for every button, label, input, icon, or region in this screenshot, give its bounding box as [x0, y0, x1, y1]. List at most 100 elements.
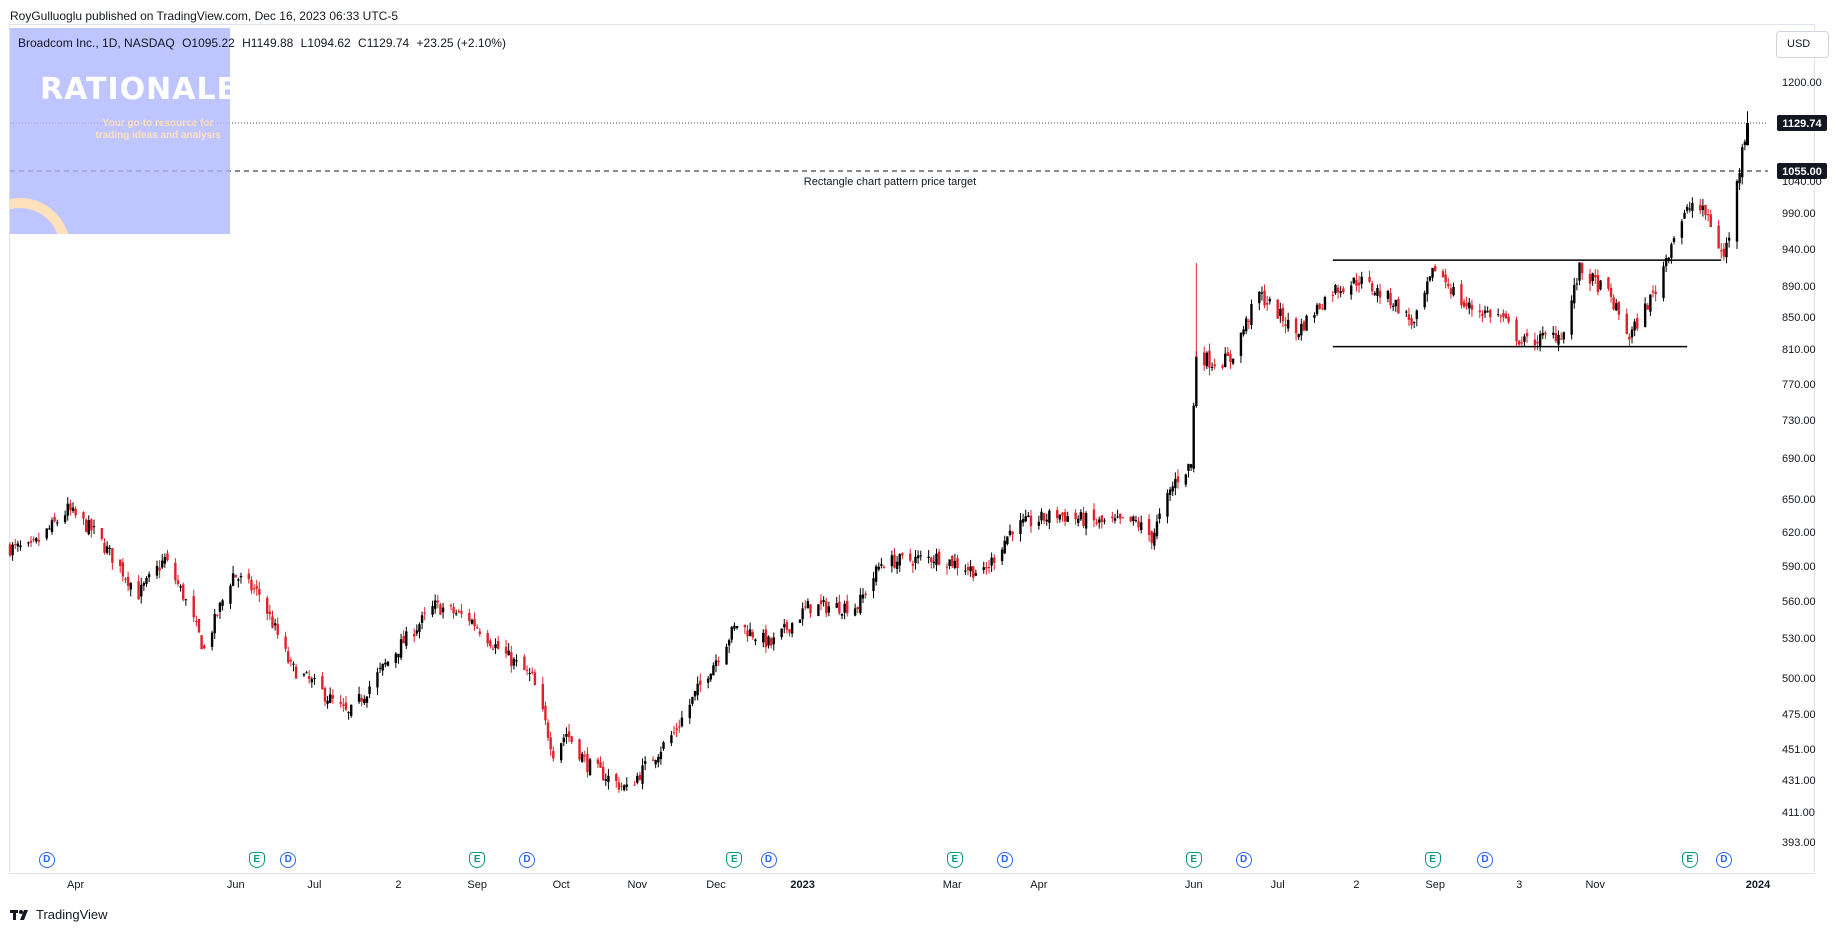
candle-body [494, 644, 497, 649]
candle-body [1452, 286, 1455, 296]
y-tick-label: 620.00 [1782, 527, 1816, 539]
tradingview-brand[interactable]: TradingView [10, 907, 108, 922]
candle-body [890, 555, 894, 567]
candle-body [478, 631, 482, 635]
candle-body [284, 636, 287, 649]
candle-body [1609, 287, 1613, 297]
candle-body [523, 656, 526, 671]
candle-body [1061, 512, 1064, 516]
candle-body [203, 645, 206, 649]
candle-body [1284, 324, 1287, 326]
candle-body [397, 653, 400, 658]
candle-body [607, 775, 610, 783]
candle-body [1376, 287, 1379, 296]
candle-body [63, 515, 67, 523]
candle-body [762, 632, 765, 643]
candle-body [1168, 489, 1172, 495]
candle-body [846, 600, 849, 614]
candle-body [599, 762, 602, 768]
dividend-badge[interactable]: D [996, 852, 1013, 868]
candle-body [1352, 277, 1356, 284]
candle-body [56, 522, 59, 524]
candle-body [515, 660, 518, 662]
dividend-badge[interactable]: D [1235, 852, 1252, 868]
chart-frame [9, 24, 1815, 874]
candle-body [1349, 285, 1353, 295]
candle-body [1360, 276, 1363, 284]
candle-body [1208, 350, 1211, 368]
earnings-badge[interactable]: E [1681, 852, 1698, 868]
earnings-badge[interactable]: E [469, 852, 486, 868]
candle-body [893, 554, 896, 568]
candle-body [87, 520, 90, 535]
candle-body [449, 605, 453, 607]
candle-body [1205, 352, 1209, 367]
candle-body [1313, 315, 1316, 318]
candle-body [785, 622, 789, 630]
candle-body [1523, 336, 1526, 342]
candle-body [470, 619, 474, 624]
price-axis[interactable]: 393.00 411.00 431.00 451.00 475.00 500.00 530.… [1782, 77, 1822, 849]
candle-body [533, 672, 537, 686]
candle-body [1541, 332, 1544, 336]
candle-body [835, 603, 838, 608]
candle-body [809, 604, 812, 614]
earnings-badge[interactable]: E [726, 852, 743, 868]
candle-body [386, 661, 390, 666]
candle-body [1525, 333, 1529, 337]
candle-body [378, 667, 382, 669]
earnings-badge[interactable]: E [1185, 852, 1202, 868]
candle-body [1268, 299, 1272, 302]
candle-body [454, 613, 458, 615]
dividend-badge[interactable]: D [280, 852, 297, 868]
candle-body [675, 728, 678, 731]
legend-high: H1149.88 [242, 36, 294, 50]
earnings-badge[interactable]: E [1424, 852, 1441, 868]
candle-body [1040, 511, 1043, 521]
x-tick-label: Dec [706, 879, 726, 891]
candle-body [221, 600, 224, 606]
candle-body [746, 630, 749, 637]
dividend-badge[interactable]: D [760, 852, 777, 868]
logo-title: RATIONALE [40, 72, 230, 107]
x-tick-label: Sep [467, 879, 487, 891]
candle-body [158, 567, 161, 571]
candle-body [16, 543, 20, 547]
y-tick-label: 530.00 [1782, 633, 1816, 645]
earnings-badge[interactable]: E [946, 852, 963, 868]
dividend-badge[interactable]: D [38, 852, 55, 868]
candle-body [1649, 294, 1652, 312]
candle-body [1667, 257, 1670, 261]
candle-body [491, 648, 495, 650]
dividend-badge[interactable]: D [1477, 852, 1494, 868]
candle-body [71, 507, 75, 511]
earnings-badge[interactable]: E [248, 852, 265, 868]
candle-body [1680, 221, 1684, 238]
candle-body [601, 766, 605, 781]
candle-body [339, 701, 342, 704]
x-tick-label: 3 [1516, 879, 1522, 891]
dividend-badge[interactable]: D [519, 852, 536, 868]
candle-body [103, 542, 106, 553]
time-axis[interactable]: Apr Jun Jul 2 Sep Oct Nov Dec 2023 Mar Apr Jun Jul 2 S… [67, 879, 1771, 891]
candle-body [84, 519, 88, 532]
candle-body [1502, 312, 1505, 318]
logo-circle [10, 198, 70, 234]
candle-body [1074, 512, 1077, 520]
candle-body [751, 632, 754, 638]
candle-body [179, 586, 182, 588]
candle-body [1279, 308, 1282, 316]
symbol-legend[interactable]: Broadcom Inc., 1D, NASDAQ O1095.22 H1149… [18, 36, 510, 50]
candle-body [436, 600, 440, 603]
candle-body [1507, 316, 1510, 322]
candle-body [712, 665, 715, 676]
candle-body [966, 567, 970, 570]
currency-button[interactable]: USD [1776, 31, 1829, 58]
dividend-badge[interactable]: D [1715, 852, 1732, 868]
candle-body [570, 736, 573, 743]
candle-body [468, 612, 471, 621]
candle-body [504, 646, 508, 654]
candle-body [1244, 318, 1248, 332]
candle-body [305, 672, 308, 674]
